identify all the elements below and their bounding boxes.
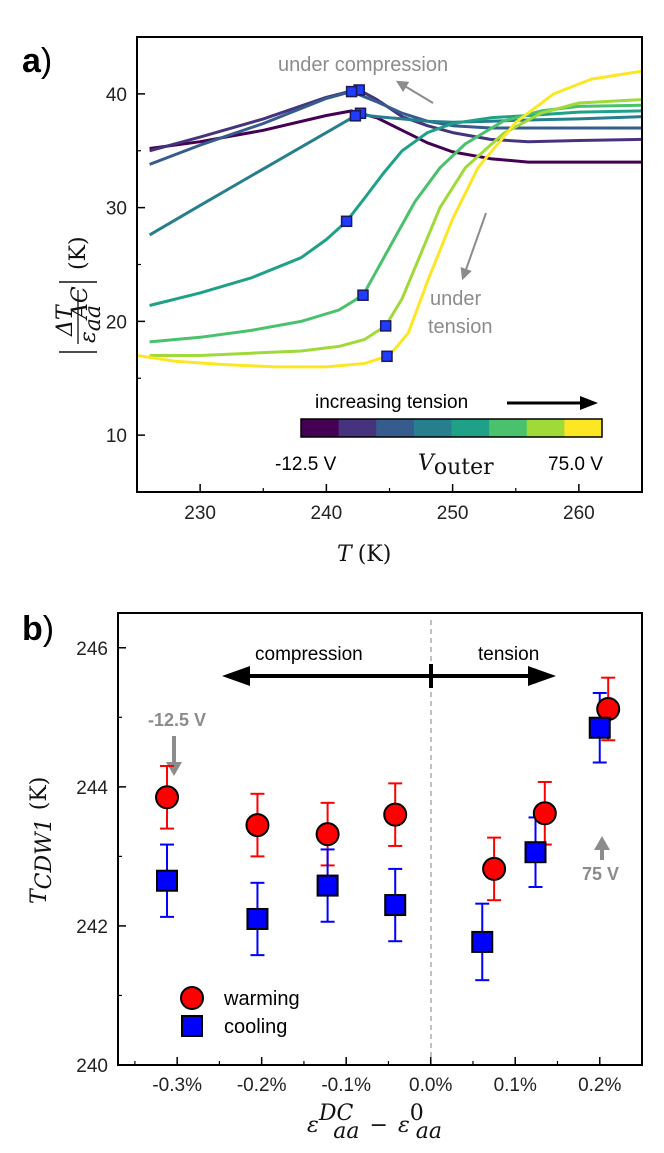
y-tick-label-b: 242 — [76, 917, 108, 938]
colorbar-segment-5 — [451, 419, 490, 437]
series-line-7 — [149, 98, 643, 357]
x-tick-label-a: 230 — [184, 503, 216, 524]
point-cooling-2 — [246, 907, 269, 930]
y-tick-label-b: 246 — [76, 639, 108, 660]
panel-b-data-points — [155, 676, 621, 982]
panel-a-y-axis-label: ΔT εaaAC (K) — [53, 236, 106, 353]
colorbar-segment-3 — [376, 419, 415, 437]
point-warming-4 — [383, 802, 408, 827]
colorbar-max-label: 75.0 V — [548, 454, 603, 475]
point-warming-5 — [482, 856, 507, 881]
left-voltage-label: -12.5 V — [148, 710, 206, 730]
x-tick-label-a: 250 — [437, 503, 469, 524]
y-tick-label-a: 10 — [106, 426, 127, 447]
panel-b-plot-frame — [117, 612, 643, 1066]
svg-text:ΔT: ΔT — [53, 303, 78, 337]
point-warming-6 — [532, 801, 557, 826]
increasing-tension-label: increasing tension — [315, 392, 468, 413]
point-warming-7 — [596, 696, 621, 721]
panel-b-x-axis-label: εDC aa − ε0 aa — [307, 1101, 442, 1144]
y-tick-label-b: 244 — [76, 778, 108, 799]
right-voltage-label: 75 V — [582, 864, 619, 884]
svg-text:εaaAC: εaaAC — [68, 286, 106, 343]
series-line-8 — [136, 69, 643, 369]
x-tick-label-b: 0.2% — [578, 1075, 621, 1096]
tension-arrow-icon — [460, 212, 487, 281]
series-line-2 — [149, 87, 643, 153]
point-warming-1 — [155, 785, 180, 810]
colorbar-segment-7 — [526, 419, 565, 437]
transition-marker-5 — [340, 215, 353, 228]
colorbar-segment-1 — [301, 419, 340, 437]
y-tick-label-a: 20 — [106, 312, 127, 333]
series-line-3 — [149, 90, 642, 166]
colorbar-min-label: -12.5 V — [275, 454, 337, 475]
compression-arrow-icon-b — [222, 666, 250, 686]
series-line-1 — [149, 109, 642, 164]
compression-arrow-icon — [395, 80, 434, 104]
x-tick-label-b: 0.0% — [409, 1075, 452, 1096]
point-cooling-7 — [588, 716, 611, 739]
increasing-tension-arrow-icon — [580, 396, 598, 410]
colorbar-segment-8 — [564, 419, 603, 437]
legend-cooling-label: cooling — [224, 1016, 287, 1038]
panel-a-ticks: 230 240 250 260 10 20 30 40 — [106, 36, 643, 524]
y-tick-label-a: 30 — [106, 199, 127, 220]
panel-a-label: a) — [22, 42, 52, 80]
legend-warming-label: warming — [223, 988, 300, 1010]
colorbar — [300, 418, 603, 438]
point-warming-3 — [315, 822, 340, 847]
y-tick-label-a: 40 — [106, 85, 127, 106]
tension-label-b: tension — [478, 644, 539, 665]
svg-text:(K): (K) — [66, 236, 91, 270]
point-cooling-3 — [316, 874, 339, 897]
transition-marker-6 — [357, 289, 369, 301]
y-tick-label-b: 240 — [76, 1056, 108, 1077]
x-tick-label-b: -0.1% — [321, 1075, 371, 1096]
colorbar-variable-label: Vouter — [418, 451, 494, 480]
transition-marker-7 — [379, 320, 392, 332]
transition-marker-3 — [345, 85, 358, 98]
panel-b-label: b) — [22, 610, 54, 648]
under-compression-label: under compression — [278, 54, 448, 76]
legend-warming-marker — [180, 986, 204, 1010]
left-voltage-arrow-icon — [166, 762, 182, 776]
panel-b: b) compression tension -12.5 V 75 V -0.3… — [22, 610, 643, 1144]
colorbar-segment-4 — [413, 419, 453, 437]
panel-a: a) 230 240 250 260 10 20 30 40 under compressio… — [22, 36, 643, 567]
colorbar-segment-2 — [338, 419, 377, 437]
series-line-4 — [148, 112, 643, 237]
x-tick-label-b: -0.3% — [152, 1075, 202, 1096]
svg-text:TCDW1(K): TCDW1(K) — [27, 777, 57, 904]
transition-marker-4 — [349, 110, 362, 122]
panel-a-transition-markers — [340, 84, 393, 363]
panel-b-y-axis-label: TCDW1(K) — [27, 777, 57, 904]
point-cooling-4 — [384, 894, 407, 917]
panel-a-series-lines — [136, 69, 643, 369]
point-cooling-5 — [471, 930, 494, 953]
colorbar-segment-6 — [489, 419, 528, 437]
legend-cooling-marker — [181, 1015, 203, 1037]
tension-arrow-icon-b — [528, 666, 556, 686]
point-cooling-1 — [156, 869, 179, 892]
panel-a-x-axis-label: T (K) — [337, 542, 391, 567]
transition-marker-8 — [381, 350, 393, 363]
point-cooling-6 — [524, 841, 547, 864]
panel-b-ticks: -0.3% -0.2% -0.1% 0.0% 0.1% 0.2% 240 242 244 246 — [76, 639, 643, 1096]
x-tick-label-a: 260 — [563, 503, 595, 524]
compression-label-b: compression — [255, 644, 363, 665]
x-tick-label-b: -0.2% — [237, 1075, 287, 1096]
tension-label: tension — [428, 316, 493, 338]
under-label: under — [430, 288, 481, 310]
point-warming-2 — [245, 813, 270, 838]
x-tick-label-b: 0.1% — [494, 1075, 537, 1096]
x-tick-label-a: 240 — [311, 503, 343, 524]
right-voltage-arrow-icon — [594, 836, 610, 850]
colorbar-frame — [300, 418, 603, 438]
